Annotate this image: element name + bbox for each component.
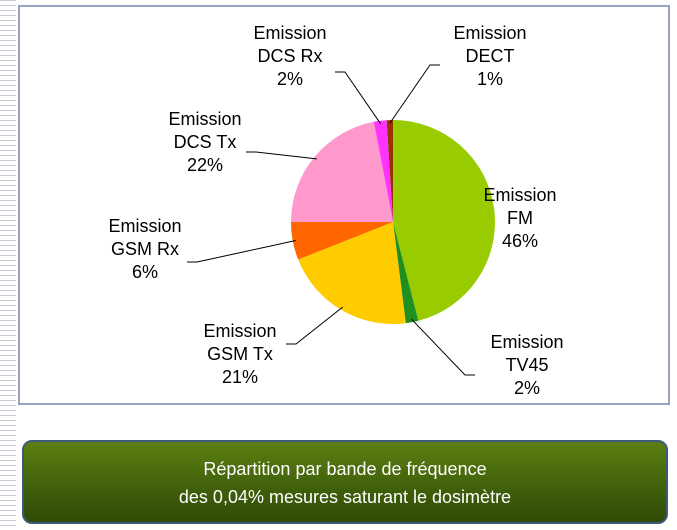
slice-label: Emission DCS Rx — [253, 23, 327, 66]
pie-slice — [373, 120, 393, 222]
pie-slice — [291, 222, 393, 260]
slice-label: Emission FM — [483, 185, 557, 228]
leader-line — [246, 151, 317, 160]
slice-value-label: 2% — [276, 69, 303, 89]
slice-label: Emission DECT — [453, 23, 527, 66]
leader-line — [411, 318, 475, 376]
leader-line — [286, 306, 343, 345]
pie-slice — [393, 222, 419, 324]
slice-value-label: 6% — [131, 262, 158, 282]
caption-line: des 0,04% mesures saturant le dosimètre — [178, 487, 512, 507]
leader-line — [187, 240, 296, 263]
slice-label: Emission DCS Tx — [168, 109, 242, 152]
side-stripes — [0, 0, 16, 530]
slice-value-label: 21% — [221, 367, 259, 387]
slice-value-label: 46% — [501, 231, 539, 251]
pie-slice — [298, 222, 406, 324]
pie-slice — [393, 120, 496, 321]
slice-label: Emission GSM Rx — [108, 216, 182, 259]
slice-value-label: 22% — [186, 155, 224, 175]
pie-slice — [386, 120, 393, 222]
caption-line: Répartition par bande de fréquence — [203, 459, 487, 479]
leader-line — [335, 71, 382, 125]
slice-label: Emission TV45 — [490, 332, 564, 375]
pie-slice — [291, 121, 393, 222]
caption: Répartition par bande de fréquence des 0… — [22, 440, 668, 524]
slice-label: Emission GSM Tx — [203, 321, 277, 364]
leader-line — [389, 64, 440, 124]
slice-value-label: 2% — [513, 378, 540, 398]
slice-value-label: 1% — [476, 69, 503, 89]
